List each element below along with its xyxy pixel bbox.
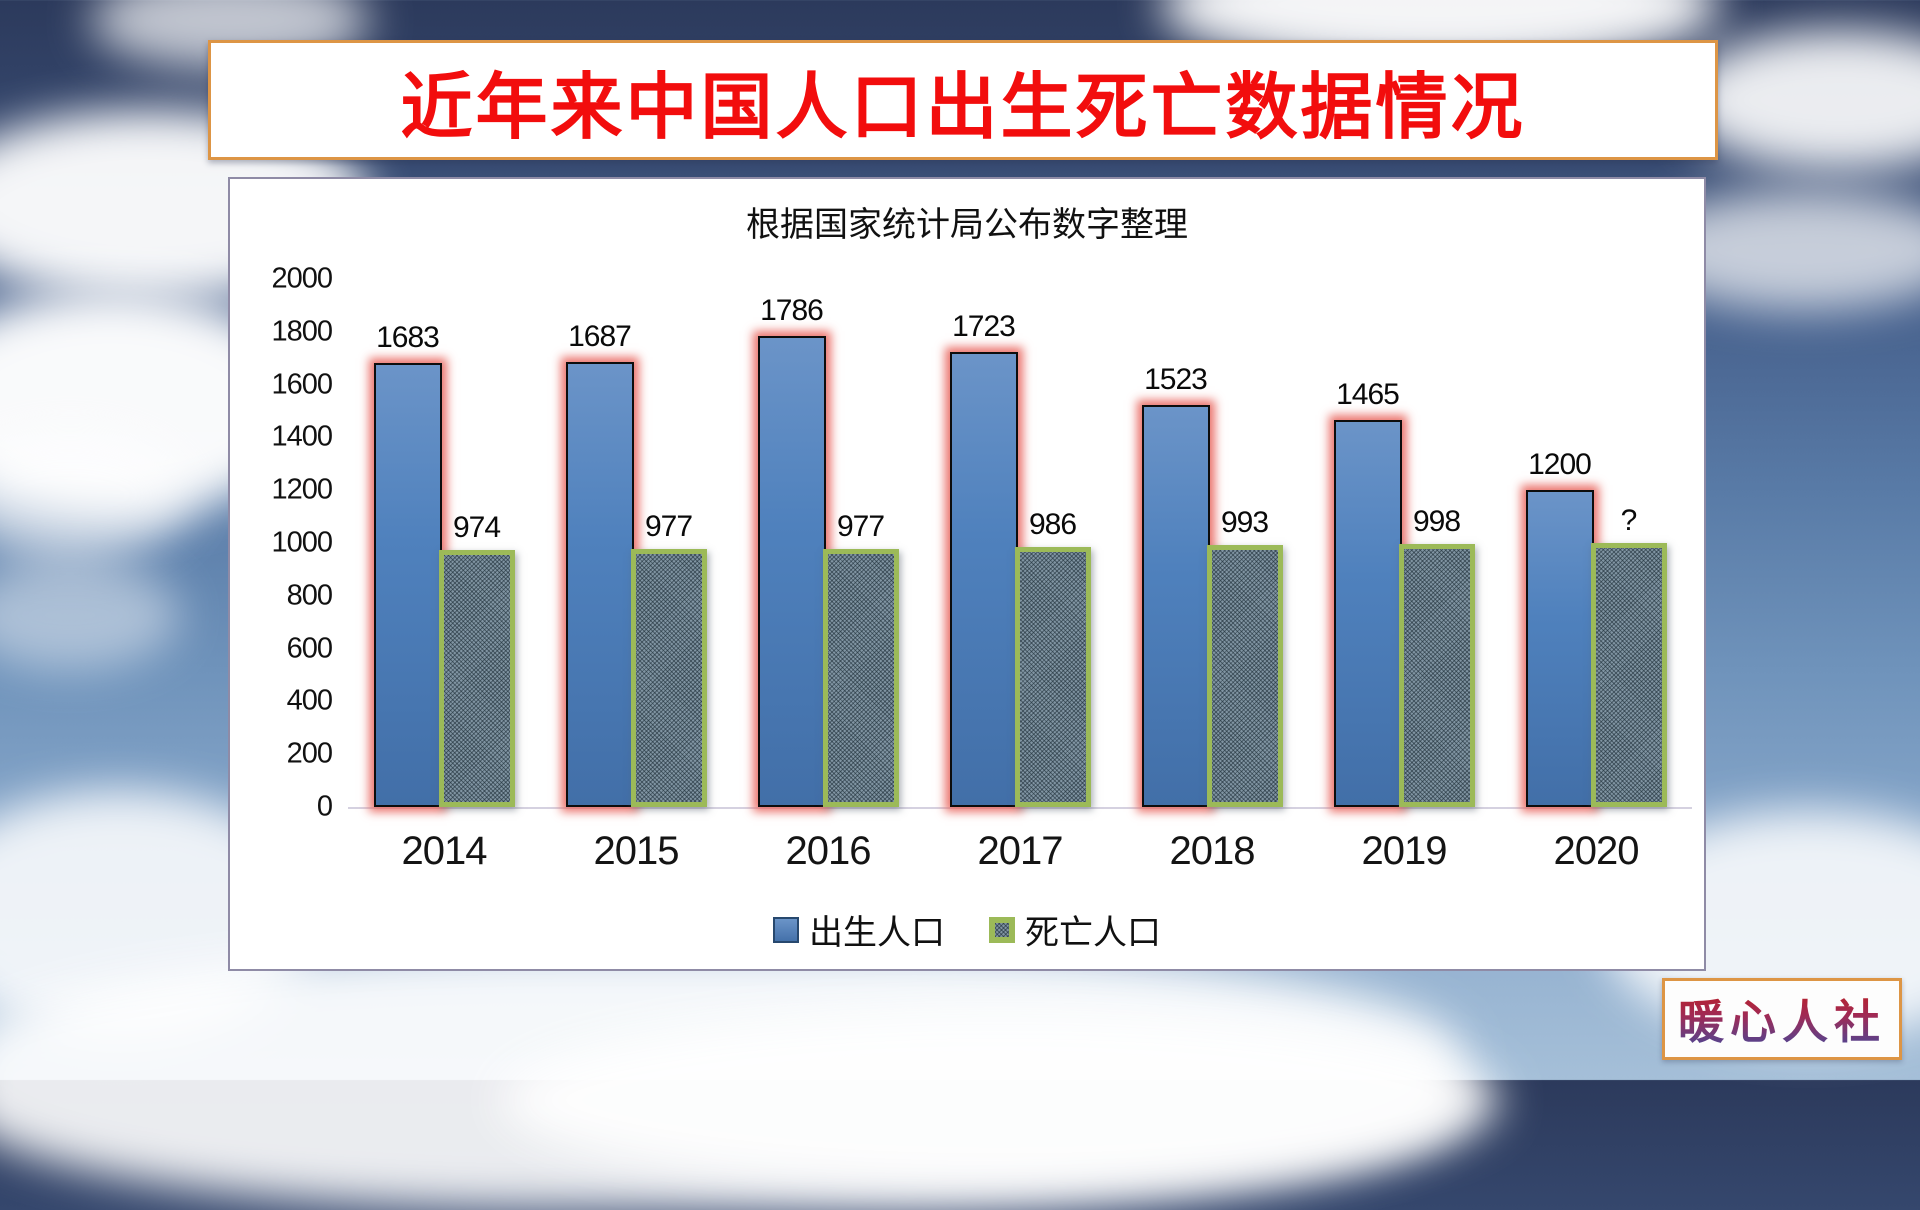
bar-value-label: 986 xyxy=(1028,507,1077,541)
bar-value-label: 1200 xyxy=(1528,448,1592,482)
death-bar: 977 xyxy=(630,510,707,807)
y-tick-label: 0 xyxy=(316,790,333,823)
chart-panel: 根据国家统计局公布数字整理 2000 1800 1600 1400 1200 1000 80… xyxy=(228,177,1706,971)
x-axis-label: 2017 xyxy=(977,829,1064,873)
bar-value-label: ? xyxy=(1620,504,1638,537)
death-legend-swatch xyxy=(989,916,1015,943)
bar-group: 1723 986 xyxy=(924,279,1116,807)
x-axis-label: 2014 xyxy=(401,829,488,873)
legend-item: 死亡人口 xyxy=(989,905,1161,954)
y-axis: 2000 1800 1600 1400 1200 1000 800 600 400 200 0 xyxy=(238,263,333,823)
x-axis-label: 2015 xyxy=(593,829,680,873)
cloud xyxy=(0,430,190,560)
y-tick-label: 1600 xyxy=(271,368,333,401)
bar-value-label: 1786 xyxy=(760,293,824,327)
legend-label: 死亡人口 xyxy=(1025,913,1161,953)
bar-group: 1523 993 xyxy=(1116,279,1308,807)
death-bar: 998 xyxy=(1398,505,1475,807)
title-banner: 近年来中国人口出生死亡数据情况 xyxy=(208,40,1718,160)
x-axis-label: 2019 xyxy=(1361,829,1448,873)
watermark-text: 暖心人社 xyxy=(1678,986,1886,1052)
bar-value-label: 993 xyxy=(1220,505,1269,539)
bar-value-label: 1523 xyxy=(1144,362,1208,396)
bar-group: 1683 974 xyxy=(348,279,540,807)
y-tick-label: 600 xyxy=(286,632,333,665)
bar-value-label: 1465 xyxy=(1336,378,1400,412)
bar-group: 1465 998 xyxy=(1308,279,1500,807)
bar-value-label: 977 xyxy=(836,510,885,544)
birth-bar: 1786 xyxy=(757,294,826,807)
watermark-badge: 暖心人社 xyxy=(1662,978,1902,1060)
bar-value-label: 1683 xyxy=(376,320,440,354)
y-tick-label: 1200 xyxy=(271,473,333,506)
cloud xyxy=(0,560,180,670)
death-bar: 977 xyxy=(822,510,899,807)
bar-group: 1786 977 xyxy=(732,279,924,807)
x-axis-label: 2018 xyxy=(1169,829,1256,873)
y-tick-label: 200 xyxy=(286,737,333,770)
death-bar: 986 xyxy=(1014,508,1091,807)
cloud xyxy=(500,1010,1500,1190)
birth-bar: 1523 xyxy=(1141,363,1210,807)
birth-bar: 1200 xyxy=(1525,448,1594,807)
y-tick-label: 800 xyxy=(286,579,333,612)
chart-title: 根据国家统计局公布数字整理 xyxy=(746,205,1188,245)
y-tick-label: 1800 xyxy=(271,315,333,348)
birth-bar: 1687 xyxy=(565,320,634,807)
x-axis: 2014 2015 2016 2017 2018 2019 2020 xyxy=(348,829,1692,874)
death-bar: 993 xyxy=(1206,506,1283,807)
y-tick-label: 2000 xyxy=(271,262,333,295)
bar-group: 1200? xyxy=(1500,279,1692,807)
cloud xyxy=(1680,30,1920,170)
page-title: 近年来中国人口出生死亡数据情况 xyxy=(400,67,1526,148)
plot-area: 1683 974 1687 977 1786 977 1723 986 1523 993 1465 9… xyxy=(348,279,1692,809)
death-bar: 974 xyxy=(438,511,515,807)
y-tick-label: 1400 xyxy=(271,420,333,453)
y-tick-label: 400 xyxy=(286,684,333,717)
birth-bar: 1683 xyxy=(373,321,442,807)
bar-value-label: 1723 xyxy=(952,310,1016,344)
legend-item: 出生人口 xyxy=(773,905,945,954)
x-axis-label: 2016 xyxy=(785,829,872,873)
y-tick-label: 1000 xyxy=(271,526,333,559)
bar-value-label: 998 xyxy=(1412,504,1461,538)
birth-bar: 1723 xyxy=(949,310,1018,807)
bar-group: 1687 977 xyxy=(540,279,732,807)
death-bar: ? xyxy=(1590,504,1667,807)
bar-value-label: 977 xyxy=(644,510,693,544)
bar-value-label: 974 xyxy=(452,510,501,544)
legend-label: 出生人口 xyxy=(809,913,945,953)
birth-legend-swatch xyxy=(773,916,799,943)
legend: 出生人口 死亡人口 xyxy=(230,905,1704,954)
bar-value-label: 1687 xyxy=(568,319,632,353)
birth-bar: 1465 xyxy=(1333,378,1402,807)
x-axis-label: 2020 xyxy=(1553,829,1640,873)
